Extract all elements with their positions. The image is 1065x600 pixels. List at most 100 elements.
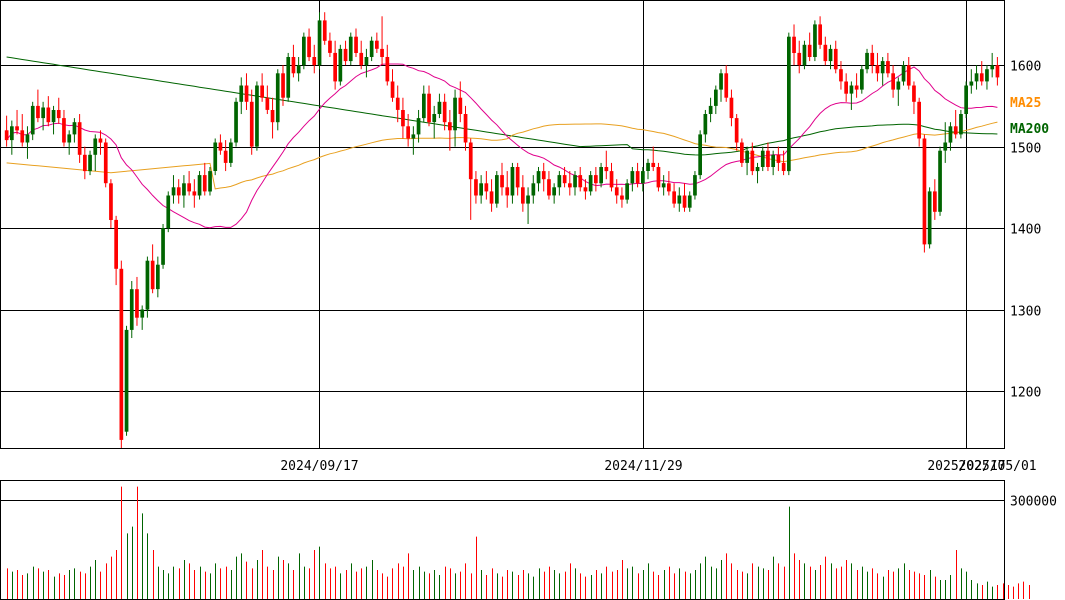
candle-body — [687, 195, 692, 208]
candle-body — [401, 110, 405, 127]
candle-body — [380, 48, 384, 57]
candle-body — [103, 142, 108, 184]
candle-body — [787, 36, 791, 172]
candle-body — [604, 167, 609, 172]
candle-body — [150, 260, 155, 290]
candle-body — [505, 187, 510, 196]
price-tick-label: 1300 — [1010, 305, 1041, 320]
candle-body — [234, 101, 238, 143]
candle-body — [72, 122, 77, 135]
ma-long-line — [6, 121, 998, 190]
candle-body — [729, 97, 734, 119]
candle-body — [880, 61, 885, 74]
candle-body — [67, 134, 72, 143]
candle-body — [745, 150, 749, 163]
candle-body — [395, 97, 400, 110]
candle-body — [672, 191, 676, 204]
candle-body — [317, 20, 322, 66]
candle-body — [620, 195, 624, 200]
candle-body — [36, 105, 40, 119]
candle-body — [442, 101, 447, 123]
candle-body — [4, 130, 9, 141]
candle-body — [270, 110, 275, 123]
candle-body — [677, 195, 682, 204]
candle-body — [844, 81, 848, 94]
candle-body — [354, 36, 358, 53]
candle-body — [599, 167, 603, 184]
candle-body — [30, 105, 35, 135]
date-tick-label: 2024/11/29 — [604, 459, 682, 474]
candle-body — [93, 138, 98, 155]
candle-body — [51, 110, 56, 123]
candle-body — [129, 289, 134, 330]
candle-body — [896, 81, 901, 90]
candle-body — [437, 101, 442, 114]
candle-body — [213, 142, 218, 171]
candle-body — [807, 44, 812, 57]
candle-body — [192, 191, 197, 196]
candle-body — [20, 130, 25, 143]
candle-body — [77, 122, 82, 155]
date-tick-label: 2025/05/01 — [958, 459, 1036, 474]
candle-body — [656, 167, 661, 188]
candle-body — [83, 154, 87, 172]
candle-body — [385, 57, 390, 82]
candle-body — [333, 52, 337, 82]
candle-body — [766, 150, 770, 167]
volume-axis-ticks: 300000 — [1010, 495, 1057, 510]
candle-body — [265, 97, 270, 110]
candle-body — [750, 150, 755, 172]
volume-series — [7, 486, 1030, 599]
candle-body — [369, 40, 374, 57]
candle-body — [46, 107, 51, 123]
candle-body — [109, 183, 113, 220]
candle-body — [312, 57, 317, 66]
candle-body — [886, 61, 890, 74]
candle-body — [208, 171, 212, 192]
candle-body — [609, 171, 614, 188]
candle-body — [860, 69, 864, 90]
candle-body — [891, 73, 895, 90]
candle-body — [135, 289, 139, 318]
candle-body — [10, 126, 14, 141]
candle-body — [338, 48, 343, 82]
candle-body — [25, 134, 30, 143]
date-tick-label: 2024/09/17 — [280, 459, 358, 474]
candle-body — [552, 187, 556, 196]
candle-body — [406, 126, 410, 139]
candle-body — [646, 162, 650, 171]
candle-body — [698, 134, 702, 176]
candle-body — [156, 264, 160, 290]
candle-body — [197, 175, 202, 196]
candle-body — [422, 93, 426, 119]
candle-body — [703, 114, 708, 135]
candle-body — [291, 57, 296, 74]
candle-body — [562, 175, 567, 184]
candle-body — [453, 97, 457, 131]
candle-body — [176, 187, 181, 196]
candle-body — [171, 187, 176, 196]
candle-body — [479, 183, 483, 196]
candle-body — [714, 89, 718, 106]
candle-body — [802, 44, 807, 66]
candle-body — [359, 52, 364, 66]
candle-body — [119, 268, 124, 440]
candle-body — [682, 195, 687, 208]
candle-body — [432, 114, 437, 123]
candle-body — [124, 329, 129, 432]
candle-body — [114, 219, 118, 269]
candle-body — [792, 36, 796, 53]
price-tick-label: 1500 — [1010, 142, 1041, 157]
candle-body — [990, 65, 995, 70]
price-grid — [0, 0, 1005, 448]
candle-body — [724, 73, 729, 98]
candle-body — [187, 183, 191, 192]
candle-body — [776, 154, 781, 163]
candle-body — [865, 52, 869, 70]
moving-average-lines — [6, 56, 998, 229]
candle-body — [500, 175, 504, 188]
candle-body — [526, 195, 530, 204]
candle-body — [62, 118, 66, 143]
candle-body — [797, 52, 802, 66]
